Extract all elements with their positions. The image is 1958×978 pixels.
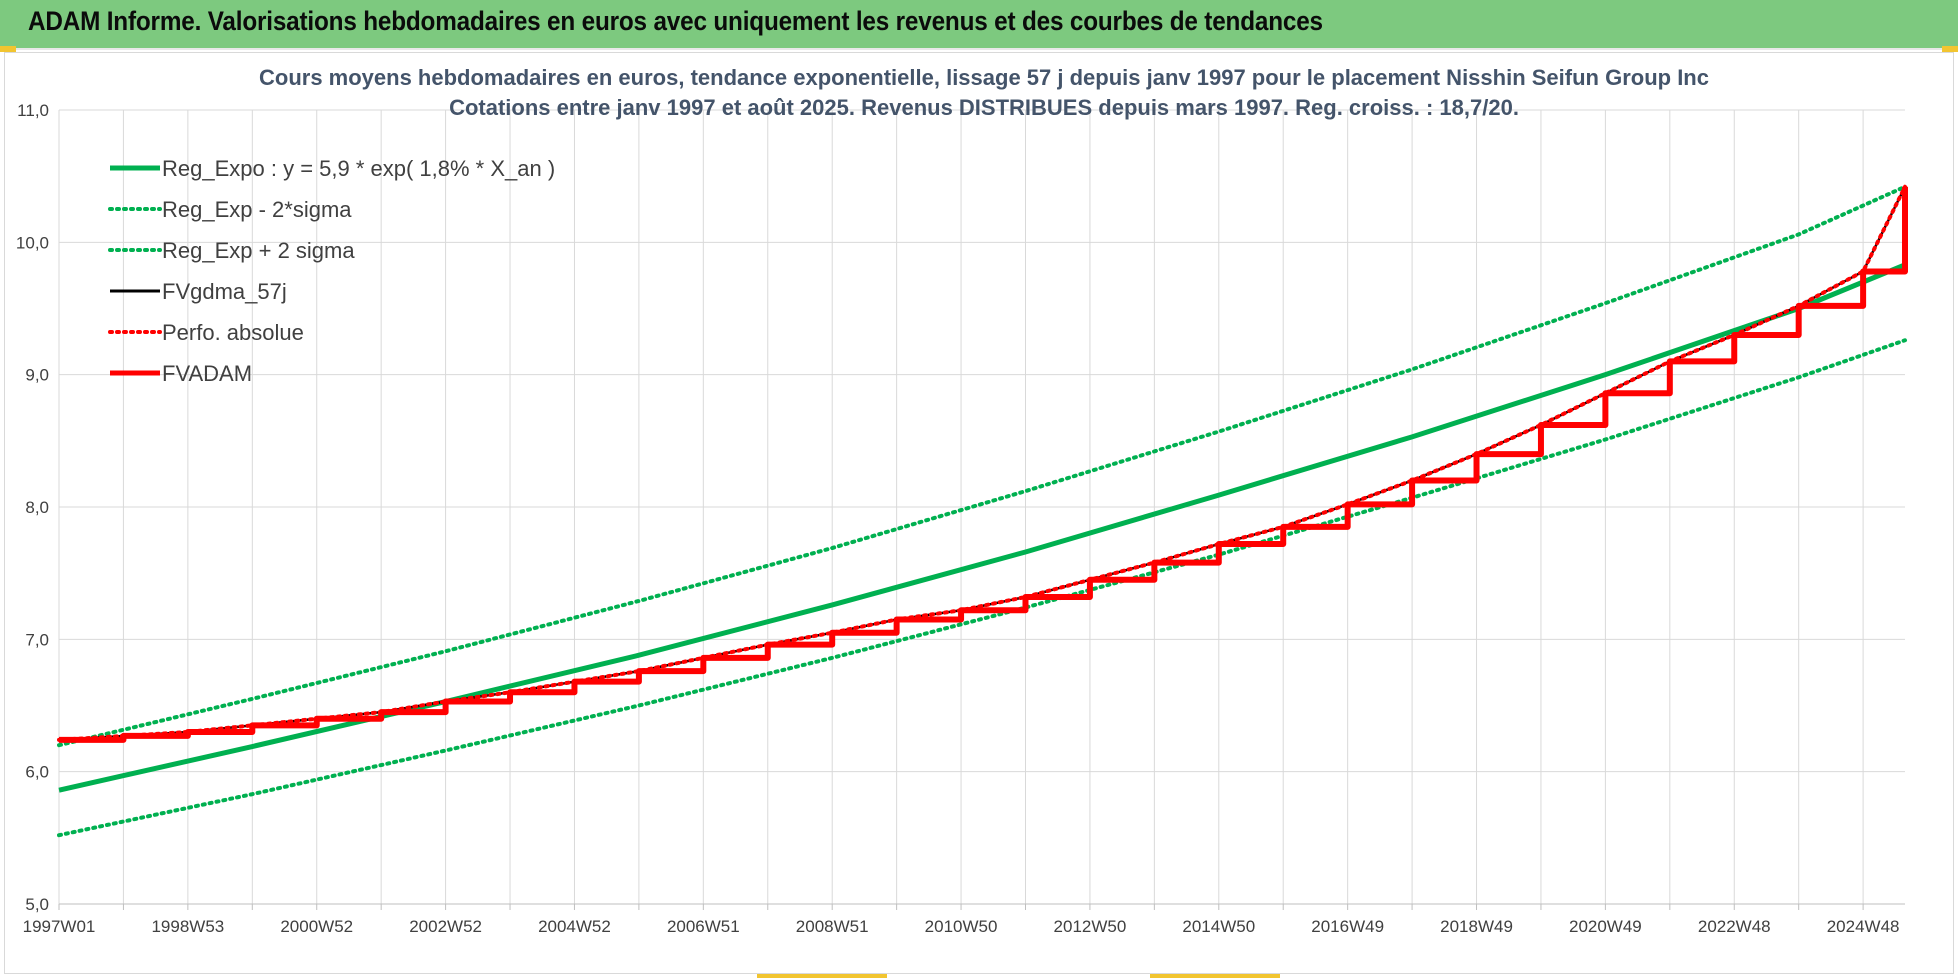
axis-layer: 5,0 6,0 7,0 8,0 9,0 10,0 11,0 1997W01 1998W53 200… <box>16 101 1905 936</box>
x-tick-label: 2010W50 <box>925 917 998 936</box>
corner-mark-left <box>0 46 16 52</box>
series-layer <box>57 184 1908 838</box>
x-tick-label: 2004W52 <box>538 917 611 936</box>
x-tick-label: 1998W53 <box>151 917 224 936</box>
chart-frame: 5,0 6,0 7,0 8,0 9,0 10,0 11,0 1997W01 1998W53 200… <box>4 52 1954 974</box>
series-line-5 <box>59 186 1908 743</box>
y-tick-label: 6,0 <box>25 763 49 782</box>
legend-label-0: Reg_Expo : y = 5,9 * exp( 1,8% * X_an ) <box>162 156 555 181</box>
chart: 5,0 6,0 7,0 8,0 9,0 10,0 11,0 1997W01 1998W53 200… <box>16 65 1908 936</box>
y-tick-label: 5,0 <box>25 895 49 914</box>
y-tick-label: 8,0 <box>25 498 49 517</box>
page-title: ADAM Informe. Valorisations hebdomadaire… <box>28 6 1323 36</box>
x-tick-label: 2022W48 <box>1698 917 1771 936</box>
y-tick-label: 10,0 <box>16 233 49 252</box>
legend-label-2: Reg_Exp + 2 sigma <box>162 238 355 263</box>
x-tick-label: 2000W52 <box>280 917 353 936</box>
legend: Reg_Expo : y = 5,9 * exp( 1,8% * X_an ) R… <box>108 156 555 386</box>
y-tick-label: 7,0 <box>25 630 49 649</box>
x-tick-label: 2018W49 <box>1440 917 1513 936</box>
x-tick-label: 2002W52 <box>409 917 482 936</box>
x-tick-label: 2024W48 <box>1827 917 1900 936</box>
legend-label-5: FVADAM <box>162 361 252 386</box>
x-tick-label: 2012W50 <box>1054 917 1127 936</box>
legend-label-4: Perfo. absolue <box>162 320 304 345</box>
legend-label-1: Reg_Exp - 2*sigma <box>162 197 352 222</box>
x-tick-label: 1997W01 <box>23 917 96 936</box>
bottom-mark-left <box>757 974 887 978</box>
corner-mark-right <box>1942 46 1958 52</box>
x-tick-label: 2020W49 <box>1569 917 1642 936</box>
bottom-mark-right <box>1150 974 1280 978</box>
series-line-1 <box>57 338 1907 838</box>
x-tick-label: 2014W50 <box>1182 917 1255 936</box>
series-line-2 <box>57 184 1907 748</box>
legend-label-3: FVgdma_57j <box>162 279 287 304</box>
chart-title-line-1: Cours moyens hebdomadaires en euros, ten… <box>259 65 1709 90</box>
x-tick-label: 2016W49 <box>1311 917 1384 936</box>
series-line-4 <box>57 184 1907 742</box>
series-line-3 <box>58 186 1907 742</box>
grid <box>58 109 1905 905</box>
chart-title-line-2: Cotations entre janv 1997 et août 2025. … <box>449 95 1519 120</box>
x-tick-label: 2006W51 <box>667 917 740 936</box>
x-tick-label: 2008W51 <box>796 917 869 936</box>
header-bar: ADAM Informe. Valorisations hebdomadaire… <box>0 0 1958 50</box>
y-tick-label: 9,0 <box>25 366 49 385</box>
y-tick-label: 11,0 <box>17 101 49 120</box>
series-line-0 <box>58 262 1906 793</box>
